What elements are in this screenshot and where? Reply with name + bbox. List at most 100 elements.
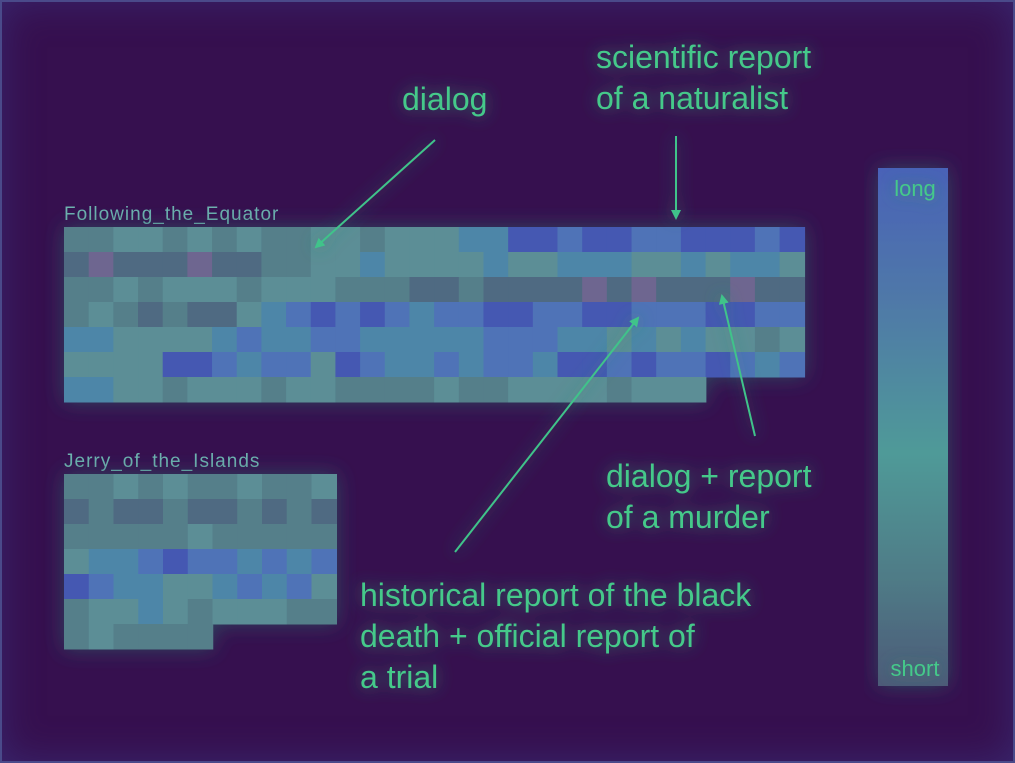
annotation-naturalist-line-2: of a naturalist (596, 80, 788, 116)
heatmap-cell (631, 327, 658, 353)
heatmap-following-the-equator (64, 227, 806, 403)
heatmap-cell (138, 252, 164, 278)
heatmap-cell (138, 377, 164, 403)
heatmap-cell (113, 524, 139, 550)
annotation-murder-arrow (718, 294, 756, 437)
heatmap-cell (138, 352, 164, 378)
heatmap-cell (236, 352, 263, 378)
heatmap-cell (458, 352, 485, 378)
heatmap-cell (557, 352, 583, 378)
heatmap-cell (606, 352, 633, 378)
heatmap-cell (582, 302, 608, 328)
heatmap-cell (680, 327, 707, 353)
heatmap-cell (582, 377, 608, 403)
heatmap-cell (631, 252, 658, 278)
heatmap-cell (88, 327, 115, 353)
colorbar-gradient (878, 168, 948, 686)
heatmap-cell (606, 277, 633, 303)
heatmap-cell (606, 227, 633, 253)
heatmap-cell (113, 302, 139, 328)
heatmap-cell (113, 252, 139, 278)
annotation-dialog: dialog (314, 81, 487, 249)
heatmap-cell (434, 277, 460, 303)
heatmap-cell (162, 277, 189, 303)
heatmap-cell (262, 474, 288, 500)
heatmap-cell (557, 377, 583, 403)
heatmap-cell (631, 352, 658, 378)
heatmap-cell (631, 302, 658, 328)
heatmap-cell (64, 327, 90, 353)
heatmap-cell (656, 352, 682, 378)
heatmap-cell (311, 549, 337, 575)
annotation-blackdeath-line-3: a trial (360, 659, 438, 695)
heatmap-cell (754, 327, 781, 353)
heatmap-cell (138, 549, 164, 575)
heatmap-cell (187, 302, 213, 328)
heatmap-cell (754, 252, 781, 278)
heatmap-cell (286, 302, 312, 328)
heatmap-cell (458, 252, 485, 278)
heatmap-cell (163, 624, 189, 650)
heatmap-cell (532, 352, 559, 378)
heatmap-cell (335, 277, 361, 303)
heatmap-cell (434, 302, 460, 328)
heatmap-cell (360, 252, 386, 278)
colorbar-bottom-label: short (891, 656, 940, 681)
heatmap-cell (262, 549, 288, 575)
heatmap-cell (88, 499, 115, 525)
heatmap-cell (779, 252, 806, 278)
text-title-jerry: Jerry_of_the_Islands (64, 451, 260, 472)
heatmap-cell (237, 499, 263, 525)
heatmap-cell (113, 499, 139, 525)
heatmap-cell (656, 327, 682, 353)
heatmap-cell (458, 227, 485, 253)
heatmap-cell (434, 252, 460, 278)
heatmap-cell (261, 252, 287, 278)
heatmap-cell (705, 352, 732, 378)
heatmap-cell (138, 499, 164, 525)
heatmap-cell (64, 524, 90, 550)
heatmap-cell (582, 327, 608, 353)
heatmap-cell (483, 302, 509, 328)
heatmap-cell (138, 327, 164, 353)
heatmap-cell (286, 227, 312, 253)
heatmap-cell (163, 499, 189, 525)
heatmap-cell (310, 277, 337, 303)
heatmap-cell (212, 574, 238, 600)
heatmap-cell (409, 327, 435, 353)
heatmap-cell (705, 327, 732, 353)
heatmap-cell (88, 574, 115, 600)
heatmap-cell (311, 574, 337, 600)
heatmap-cell (557, 277, 583, 303)
heatmap-cell (163, 574, 189, 600)
heatmap-cell (532, 252, 559, 278)
heatmap-cell (163, 524, 189, 550)
annotation-naturalist: scientific report of a naturalist (596, 39, 811, 220)
heatmap-cell (705, 277, 732, 303)
heatmap-cell (384, 227, 411, 253)
heatmap-cell (138, 227, 164, 253)
heatmap-cell (606, 252, 633, 278)
heatmap-cell (286, 549, 313, 575)
heatmap-cell (163, 549, 189, 575)
colorbar (878, 168, 948, 686)
heatmap-cell (360, 327, 386, 353)
heatmap-cell (705, 227, 732, 253)
heatmap-cell (187, 227, 213, 253)
heatmap-cell (113, 624, 139, 650)
heatmap-cell (335, 302, 361, 328)
heatmap-cell (656, 277, 682, 303)
heatmap-cell (384, 302, 411, 328)
heatmap-cell (680, 302, 707, 328)
heatmap-cell (508, 377, 534, 403)
heatmap-cell (483, 227, 509, 253)
heatmap-cell (532, 227, 559, 253)
heatmap-cell (88, 624, 115, 650)
heatmap-cell (508, 327, 534, 353)
heatmap-cell (483, 352, 509, 378)
annotation-murder: dialog + report of a murder (606, 294, 812, 535)
heatmap-cell (261, 352, 287, 378)
heatmap-cell (409, 227, 435, 253)
heatmap-jerry-of-the-islands (64, 474, 337, 650)
